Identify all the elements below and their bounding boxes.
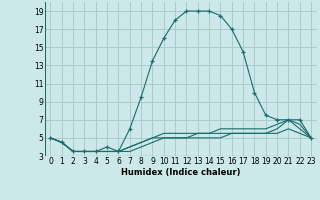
X-axis label: Humidex (Indice chaleur): Humidex (Indice chaleur): [121, 168, 241, 177]
